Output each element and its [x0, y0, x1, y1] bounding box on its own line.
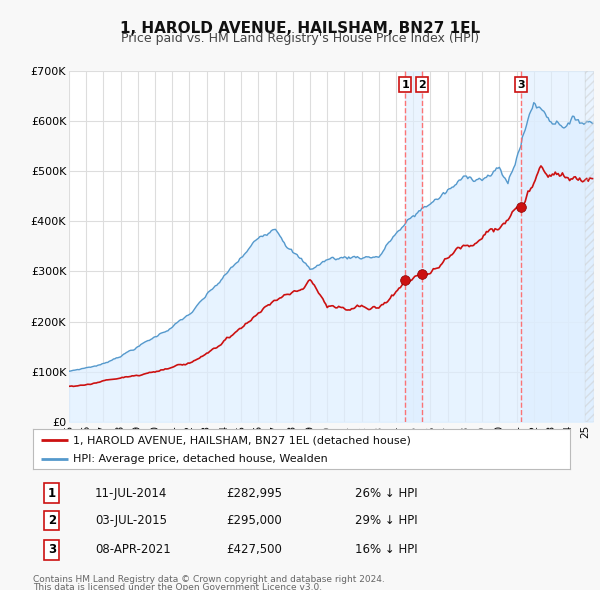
Text: 11-JUL-2014: 11-JUL-2014: [95, 487, 167, 500]
Text: 1, HAROLD AVENUE, HAILSHAM, BN27 1EL: 1, HAROLD AVENUE, HAILSHAM, BN27 1EL: [120, 21, 480, 35]
Bar: [405, 71, 422, 422]
Text: 08-APR-2021: 08-APR-2021: [95, 543, 170, 556]
Text: 03-JUL-2015: 03-JUL-2015: [95, 514, 167, 527]
Text: 2: 2: [418, 80, 426, 90]
Text: Price paid vs. HM Land Registry's House Price Index (HPI): Price paid vs. HM Land Registry's House …: [121, 32, 479, 45]
Text: Contains HM Land Registry data © Crown copyright and database right 2024.: Contains HM Land Registry data © Crown c…: [33, 575, 385, 584]
Text: This data is licensed under the Open Government Licence v3.0.: This data is licensed under the Open Gov…: [33, 583, 322, 590]
Text: HPI: Average price, detached house, Wealden: HPI: Average price, detached house, Weal…: [73, 454, 328, 464]
Text: £427,500: £427,500: [226, 543, 282, 556]
Text: 2: 2: [48, 514, 56, 527]
Text: 1: 1: [401, 80, 409, 90]
Text: 26% ↓ HPI: 26% ↓ HPI: [355, 487, 418, 500]
Text: 16% ↓ HPI: 16% ↓ HPI: [355, 543, 418, 556]
Text: 1: 1: [48, 487, 56, 500]
Text: £295,000: £295,000: [226, 514, 282, 527]
Bar: [521, 71, 594, 422]
Text: 3: 3: [517, 80, 525, 90]
Text: 1, HAROLD AVENUE, HAILSHAM, BN27 1EL (detached house): 1, HAROLD AVENUE, HAILSHAM, BN27 1EL (de…: [73, 435, 411, 445]
Text: 3: 3: [48, 543, 56, 556]
Text: £282,995: £282,995: [226, 487, 283, 500]
Text: 29% ↓ HPI: 29% ↓ HPI: [355, 514, 418, 527]
